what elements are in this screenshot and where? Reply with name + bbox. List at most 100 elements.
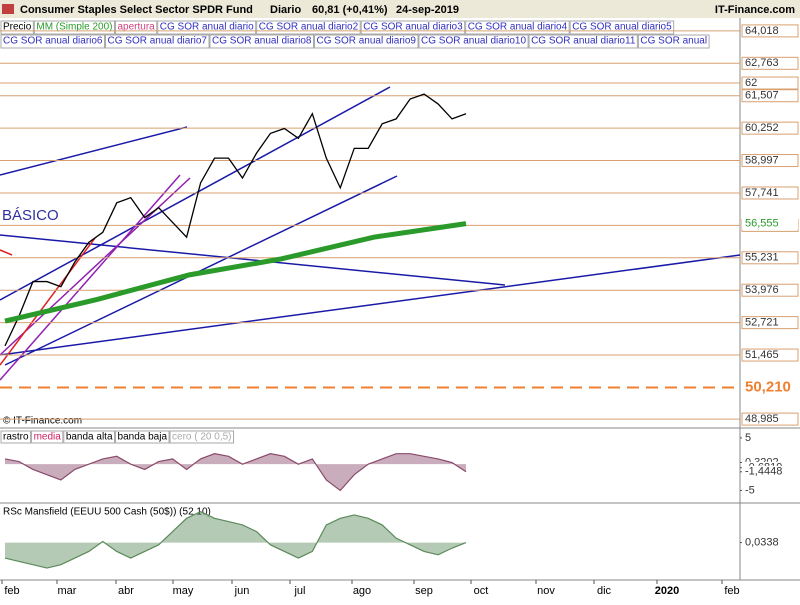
panel-legend-box xyxy=(115,430,170,444)
panel-legend-box xyxy=(169,430,235,444)
legend-entry: CG SOR anual diario2 xyxy=(259,22,359,33)
y-tick-label: 64,018 xyxy=(745,25,779,37)
tick-box xyxy=(741,251,799,265)
area xyxy=(5,453,466,491)
y-tick-label: 62,763 xyxy=(745,57,779,69)
legend-entry: CG SOR anual diario5 xyxy=(572,22,672,33)
y-tick-label: 61,507 xyxy=(745,90,779,102)
legend-entry: Precio xyxy=(3,22,32,33)
tick-box xyxy=(741,24,799,38)
area-line xyxy=(4,510,467,569)
tick-box xyxy=(741,121,799,135)
y-tick-label: 51,465 xyxy=(745,349,779,361)
y-tick-label: 53,976 xyxy=(745,284,779,296)
date: 24-sep-2019 xyxy=(396,4,459,16)
x-tick-label: mar xyxy=(58,585,77,597)
trendlines xyxy=(0,86,741,366)
panel-legend-box xyxy=(63,430,116,444)
legend-box xyxy=(418,34,529,49)
price-line xyxy=(4,221,467,324)
panel-legend: banda alta xyxy=(66,432,113,443)
red-lines xyxy=(0,237,96,366)
x-tick-label: feb xyxy=(724,585,739,597)
title: Consumer Staples Select Sector SPDR Fund xyxy=(20,4,253,16)
y-tick-label: 57,741 xyxy=(745,187,779,199)
legend-entry: CG SOR anual xyxy=(640,36,707,47)
x-tick-label: may xyxy=(173,585,194,597)
tick-box xyxy=(741,316,799,330)
y-tick-label: 55,231 xyxy=(745,252,779,264)
y-tick-label: 58,997 xyxy=(745,154,779,166)
legend-box xyxy=(0,34,105,49)
legend-box xyxy=(528,34,638,49)
panel-legend: banda baja xyxy=(118,432,168,443)
header-bar xyxy=(0,0,800,18)
tick-box xyxy=(742,536,798,549)
x-tick-label: sep xyxy=(415,585,433,597)
tick-box xyxy=(741,283,799,297)
y-tick-label: 48,985 xyxy=(745,413,779,425)
legend-entry: apertura xyxy=(118,22,156,33)
y-tick-label: 5 xyxy=(745,432,751,444)
x-tick-label: dic xyxy=(597,585,612,597)
period: Diario xyxy=(270,4,301,16)
value-box xyxy=(742,217,798,230)
legend-entry: CG SOR anual diario11 xyxy=(531,36,636,47)
legend-box xyxy=(33,20,115,35)
level-label: 50,210 xyxy=(745,378,791,395)
panel-legend-box xyxy=(0,430,32,444)
x-tick-label: 2020 xyxy=(655,585,679,597)
legend-box xyxy=(637,34,710,49)
legend-box xyxy=(569,20,675,35)
y-tick-label: 0,0338 xyxy=(745,536,779,548)
legend-box xyxy=(465,20,570,35)
legend-entry: CG SOR anual diario4 xyxy=(468,22,568,33)
panel-legend: media xyxy=(34,432,62,443)
legend-box xyxy=(115,20,158,35)
legend-box xyxy=(157,20,257,35)
site: IT-Finance.com xyxy=(715,4,795,16)
y-tick-label: 62 xyxy=(745,77,757,89)
x-tick-label: jul xyxy=(293,585,305,597)
tick-box xyxy=(741,348,799,362)
panel-legend: cero ( 20 0,5) xyxy=(172,432,231,443)
tick-box xyxy=(741,412,799,426)
y-tick-label: -5 xyxy=(745,484,755,496)
x-tick-label: abr xyxy=(118,585,134,597)
panel-legend: rastro xyxy=(3,432,29,443)
logo xyxy=(2,4,14,14)
basico-label: BÁSICO xyxy=(2,207,59,224)
panel-title: RSc Mansfield (EEUU 500 Cash (50$)) (52 … xyxy=(3,507,211,518)
y-tick-label: -1,4448 xyxy=(745,466,782,478)
legend-box xyxy=(105,34,210,49)
legend-entry: CG SOR anual diario9 xyxy=(317,36,417,47)
legend-entry: CG SOR anual diario3 xyxy=(363,22,463,33)
x-tick-label: jun xyxy=(234,585,250,597)
tick-box xyxy=(741,56,799,70)
x-tick-label: ago xyxy=(353,585,371,597)
legend-box xyxy=(209,34,314,49)
x-tick-label: feb xyxy=(4,585,19,597)
price-line xyxy=(4,93,467,347)
legend-entry: CG SOR anual diario8 xyxy=(212,36,312,47)
area xyxy=(5,511,466,569)
x-tick-label: oct xyxy=(474,585,489,597)
legend-entry: CG SOR anual diario7 xyxy=(108,36,208,47)
tick-box xyxy=(742,484,798,497)
tick-box xyxy=(741,186,799,200)
quote: 60,81 (+0,41%) xyxy=(312,4,388,16)
legend-entry: CG SOR anual diario xyxy=(160,22,254,33)
tick-box xyxy=(741,76,799,90)
legend-box xyxy=(256,20,361,35)
x-tick-label: nov xyxy=(537,585,555,597)
value-label: 56,555 xyxy=(745,218,779,230)
y-tick-label: 52,721 xyxy=(745,317,779,329)
legend-box xyxy=(0,20,34,35)
panel-legend-box xyxy=(31,430,64,444)
legend-entry: MM (Simple 200) xyxy=(36,22,112,33)
tick-box xyxy=(741,154,799,168)
tick-box xyxy=(742,431,798,444)
legend-entry: CG SOR anual diario10 xyxy=(421,36,526,47)
legend-entry: CG SOR anual diario6 xyxy=(3,36,103,47)
